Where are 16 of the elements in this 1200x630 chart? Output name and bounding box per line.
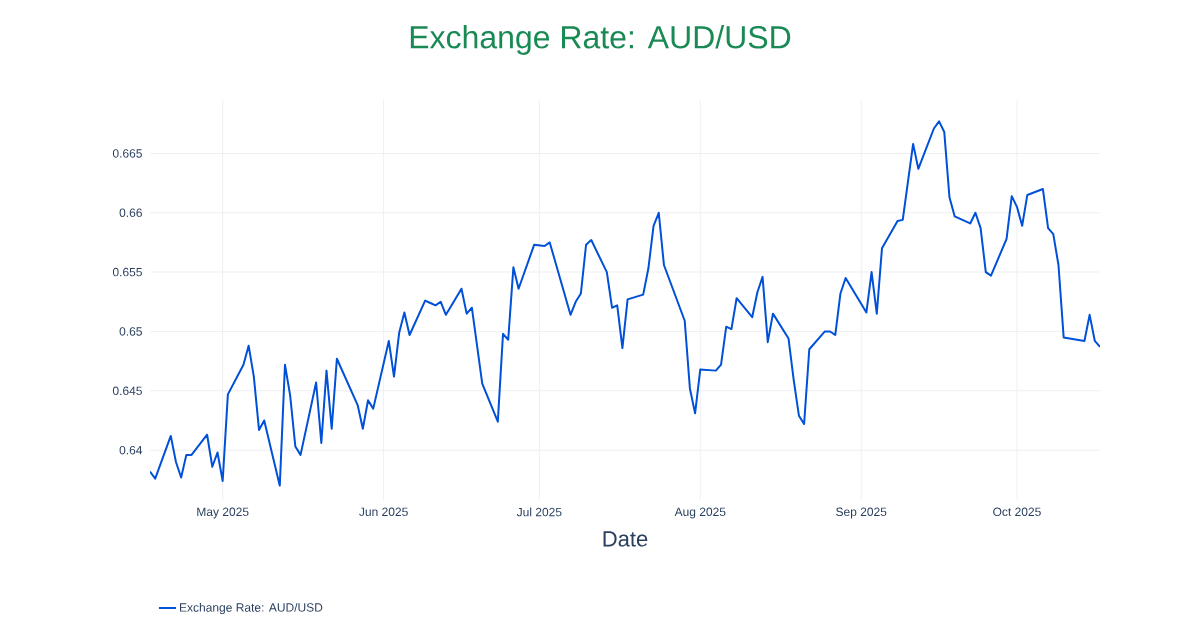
- y-tick-label: 0.645: [112, 386, 142, 396]
- y-tick-label: 0.65: [119, 327, 142, 336]
- line-series: [150, 120, 1101, 487]
- y-tick-label: 0.64: [119, 445, 143, 455]
- y-tick-label: 0.66: [119, 208, 142, 217]
- y-tick-label: 0.655: [112, 267, 142, 277]
- x-tick-label: Aug 2025: [674, 507, 726, 519]
- chart-title: Exchange Rate: AUD/USD: [410, 25, 791, 55]
- x-tick-label: Sep 2025: [836, 507, 887, 519]
- legend-label: Exchange Rate: AUD/USD: [180, 602, 323, 615]
- y-tick-label: 0.665: [112, 149, 142, 158]
- x-axis-title: Date: [603, 531, 648, 547]
- x-tick-label: Jun 2025: [359, 507, 408, 517]
- x-tick-label: May 2025: [197, 507, 249, 519]
- x-tick-label: Oct 2025: [993, 507, 1041, 517]
- x-tick-label: Jul 2025: [516, 507, 562, 517]
